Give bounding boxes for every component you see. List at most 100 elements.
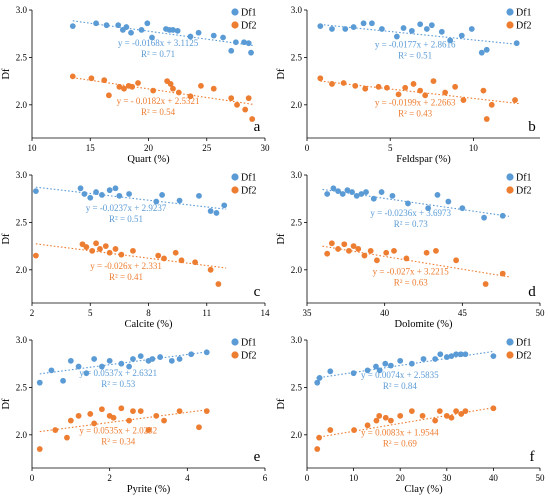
data-point-df2 bbox=[383, 84, 390, 91]
data-point-df1 bbox=[369, 20, 375, 27]
r-squared-df2: R² = 0.34 bbox=[101, 437, 136, 447]
legend-label-df1: Df1 bbox=[516, 8, 532, 19]
data-point-df2 bbox=[423, 249, 430, 256]
trendline-df2 bbox=[39, 409, 207, 433]
data-point-df2 bbox=[245, 95, 252, 102]
data-point-df1 bbox=[448, 353, 455, 360]
data-point-df1 bbox=[468, 26, 475, 32]
x-tick-label: 5 bbox=[388, 143, 393, 153]
legend-label-df2: Df2 bbox=[241, 351, 257, 362]
regression-equation-df1: y = 0.0537x + 2.6321 bbox=[79, 368, 157, 378]
x-tick-label: 0 bbox=[305, 143, 310, 153]
trendline-df1 bbox=[322, 188, 510, 217]
x-axis-label: Dolomite (%) bbox=[394, 319, 453, 330]
data-point-df1 bbox=[83, 370, 90, 377]
legend-label-df2: Df2 bbox=[516, 21, 532, 32]
x-axis-label: Quart (%) bbox=[127, 154, 170, 165]
legend-marker-df2 bbox=[506, 351, 514, 359]
data-point-df2 bbox=[361, 252, 368, 259]
data-point-df1 bbox=[342, 26, 349, 32]
x-tick-label: 8 bbox=[146, 308, 151, 318]
legend-marker-df2 bbox=[231, 21, 239, 29]
data-point-df2 bbox=[129, 83, 136, 90]
panel-label: e bbox=[254, 449, 261, 465]
legend-label-df1: Df1 bbox=[516, 173, 532, 184]
data-point-df2 bbox=[329, 81, 335, 87]
data-point-df2 bbox=[383, 249, 390, 256]
panel-label: f bbox=[530, 449, 535, 465]
data-point-df1 bbox=[99, 192, 105, 198]
data-point-df2 bbox=[442, 89, 449, 96]
y-tick-label: 3.0 bbox=[291, 170, 303, 180]
data-point-df2 bbox=[460, 97, 467, 103]
data-point-df2 bbox=[316, 434, 323, 441]
data-point-df2 bbox=[52, 427, 59, 433]
data-point-df1 bbox=[203, 349, 210, 356]
y-tick-label: 3.0 bbox=[16, 335, 28, 345]
data-point-df2 bbox=[375, 83, 382, 90]
data-point-df2 bbox=[102, 243, 109, 250]
data-point-df1 bbox=[60, 377, 66, 384]
y-axis-label: Df bbox=[276, 68, 287, 80]
data-point-df1 bbox=[349, 189, 355, 195]
data-point-df1 bbox=[103, 22, 110, 29]
regression-equation-df1: y = -0.0236x + 3.6973 bbox=[370, 208, 451, 218]
legend-marker-df2 bbox=[231, 351, 239, 359]
y-tick-label: 2.5 bbox=[291, 217, 303, 227]
data-point-df1 bbox=[458, 32, 465, 39]
data-point-df1 bbox=[358, 191, 365, 197]
regression-equation-df2: y = -0.027x + 3.2215 bbox=[373, 267, 450, 277]
data-point-df1 bbox=[144, 20, 151, 27]
data-point-df1 bbox=[344, 187, 351, 194]
trendline-df1 bbox=[72, 20, 254, 47]
x-axis-label: Clay (%) bbox=[404, 484, 443, 495]
x-tick-label: 5 bbox=[88, 308, 93, 318]
legend-label-df2: Df2 bbox=[516, 186, 532, 197]
data-point-df1 bbox=[118, 360, 125, 367]
data-point-df1 bbox=[513, 40, 520, 47]
data-point-df1 bbox=[93, 189, 99, 195]
data-point-df2 bbox=[75, 412, 82, 419]
data-point-df1 bbox=[329, 26, 335, 32]
r-squared-df1: R² = 0.53 bbox=[101, 379, 136, 389]
data-point-df2 bbox=[192, 259, 199, 266]
data-point-df2 bbox=[324, 250, 331, 257]
data-point-df1 bbox=[106, 357, 113, 364]
data-point-df2 bbox=[317, 75, 324, 82]
x-tick-label: 40 bbox=[380, 308, 390, 318]
data-point-df1 bbox=[170, 27, 176, 33]
data-point-df2 bbox=[355, 246, 362, 252]
data-point-df1 bbox=[417, 21, 424, 28]
data-point-df1 bbox=[157, 354, 164, 360]
data-point-df2 bbox=[83, 244, 90, 250]
data-point-df1 bbox=[327, 368, 334, 375]
data-point-df2 bbox=[150, 87, 157, 94]
y-tick-label: 3.0 bbox=[291, 335, 303, 345]
data-point-df1 bbox=[370, 195, 377, 202]
data-point-df2 bbox=[453, 257, 460, 264]
regression-equation-df1: y = -0.0177x + 2.8616 bbox=[375, 40, 456, 50]
data-point-df2 bbox=[480, 87, 487, 94]
data-point-df1 bbox=[382, 360, 389, 367]
data-point-df1 bbox=[378, 189, 385, 195]
data-point-df2 bbox=[91, 420, 98, 427]
data-point-df1 bbox=[67, 357, 74, 364]
data-point-df2 bbox=[207, 266, 214, 273]
data-point-df1 bbox=[128, 29, 134, 36]
y-tick-label: 2.5 bbox=[16, 217, 28, 227]
x-tick-label: 30 bbox=[261, 143, 271, 153]
data-point-df1 bbox=[106, 187, 113, 194]
data-point-df2 bbox=[382, 414, 389, 421]
legend-label-df1: Df1 bbox=[241, 338, 257, 349]
data-point-df1 bbox=[428, 22, 435, 29]
x-tick-label: 14 bbox=[261, 308, 271, 318]
panel-label: c bbox=[254, 284, 261, 300]
data-point-df2 bbox=[403, 255, 410, 262]
legend-label-df2: Df2 bbox=[241, 186, 257, 197]
legend-marker-df1 bbox=[506, 173, 514, 181]
data-point-df1 bbox=[149, 356, 156, 362]
x-axis-label: Calcite (%) bbox=[124, 319, 173, 330]
data-point-df2 bbox=[488, 101, 495, 108]
y-tick-label: 2.0 bbox=[16, 265, 28, 275]
data-point-df2 bbox=[374, 257, 380, 264]
